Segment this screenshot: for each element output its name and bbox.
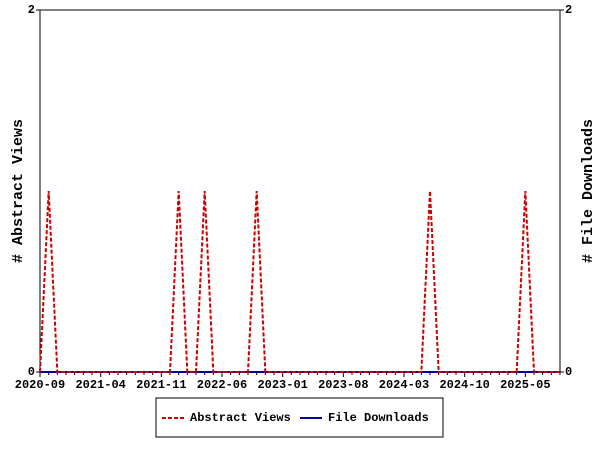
x-tick-label: 2023-08: [318, 378, 368, 392]
x-tick-label: 2021-11: [136, 378, 186, 392]
x-tick-label: 2023-01: [257, 378, 307, 392]
y-tick-label: 2: [28, 3, 35, 17]
x-tick-label: 2025-05: [500, 378, 550, 392]
x-tick-label: 2024-03: [379, 378, 429, 392]
x-tick-label: 2020-09: [15, 378, 65, 392]
legend-label: Abstract Views: [190, 411, 291, 425]
y-tick-label: 0: [28, 365, 35, 379]
series-line: [39, 190, 560, 373]
y2-tick-label: 2: [565, 3, 572, 17]
legend: [155, 397, 444, 438]
legend-label: File Downloads: [328, 411, 429, 425]
y2-axis-title: # File Downloads: [580, 119, 597, 263]
y2-tick-label: 0: [565, 365, 572, 379]
x-tick-label: 2024-10: [439, 378, 489, 392]
x-tick-label: 2022-06: [197, 378, 247, 392]
x-tick-label: 2021-04: [75, 378, 125, 392]
plot-frame: [39, 9, 561, 373]
y-axis-title: # Abstract Views: [10, 119, 27, 263]
